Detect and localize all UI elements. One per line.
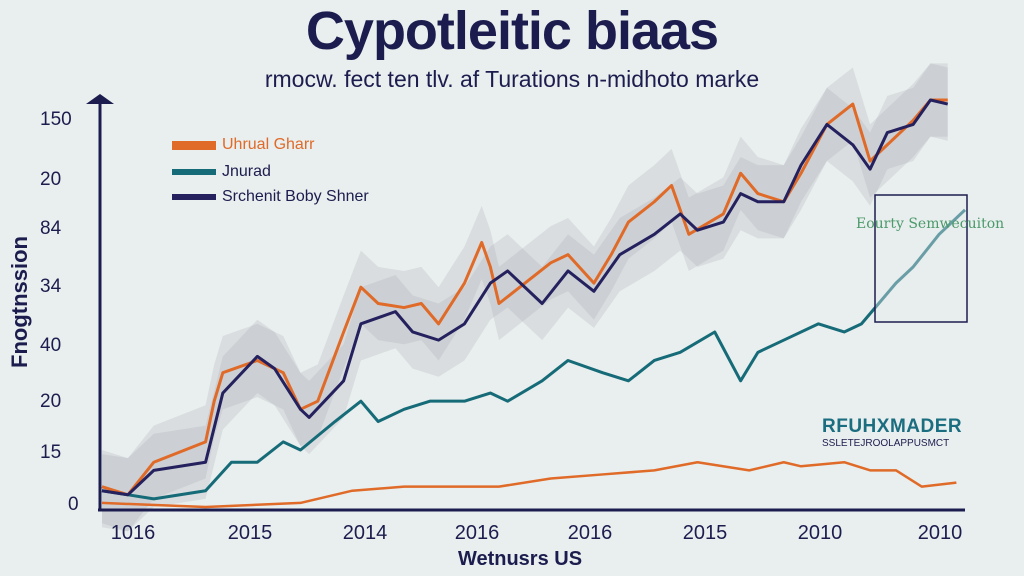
series-line-jnurad <box>101 208 967 501</box>
x-axis-label: Wetnusrs US <box>457 548 583 570</box>
x-tick-label: 2016 <box>454 522 500 544</box>
x-tick-label: 1016 <box>110 522 156 544</box>
chart-subtitle: rmocw. fect ten tlv. af Turations n-midh… <box>264 66 760 92</box>
logo-tagline: SSLETEJROOLAPPUSMCT <box>822 438 950 449</box>
legend-item-srchenit: Srchenit Boby Shner <box>172 188 369 206</box>
legend-label: Uhrual Gharr <box>222 136 315 153</box>
legend-label: Srchenit Boby Shner <box>222 188 369 205</box>
legend-item-jnurad: Jnurad <box>172 163 271 181</box>
legend-label: Jnurad <box>222 163 271 180</box>
series-line-srchenit-boby-shner <box>101 98 949 497</box>
y-axis-label: Fnogtnssion <box>7 236 32 368</box>
x-tick-label: 2014 <box>342 522 388 544</box>
y-axis-arrow-icon <box>86 94 114 104</box>
y-tick-label: 84 <box>40 218 62 239</box>
legend-swatch <box>172 194 216 200</box>
y-tick-label: 20 <box>40 169 62 190</box>
x-tick-label: 2010 <box>917 522 963 544</box>
y-tick-label: 15 <box>40 442 62 463</box>
legend-swatch <box>172 140 216 150</box>
logo-name: RFUHXMADER <box>822 416 963 437</box>
x-tick-label: 2010 <box>797 522 843 544</box>
x-tick-label: 2015 <box>227 522 273 544</box>
y-tick-label: 34 <box>40 276 62 297</box>
series-line-baseline <box>101 460 957 509</box>
x-tick-label: 2016 <box>567 522 613 544</box>
logo: RFUHXMADER SSLETEJROOLAPPUSMCT <box>822 416 962 450</box>
x-tick-label: 2015 <box>682 522 728 544</box>
y-tick-label: 20 <box>40 391 62 412</box>
highlight-box <box>874 194 968 323</box>
legend-swatch <box>172 169 216 175</box>
series-lines <box>101 98 967 509</box>
y-tick-label: 0 <box>68 494 79 515</box>
chart-title: Cypotleitic biaas <box>305 1 719 61</box>
y-tick-label: 40 <box>40 335 62 356</box>
chart-annotation: Eourty Semwecuiton <box>856 216 1005 232</box>
y-tick-label: 150 <box>40 109 72 130</box>
legend-item-uhrual: Uhrual Gharr <box>172 136 314 154</box>
